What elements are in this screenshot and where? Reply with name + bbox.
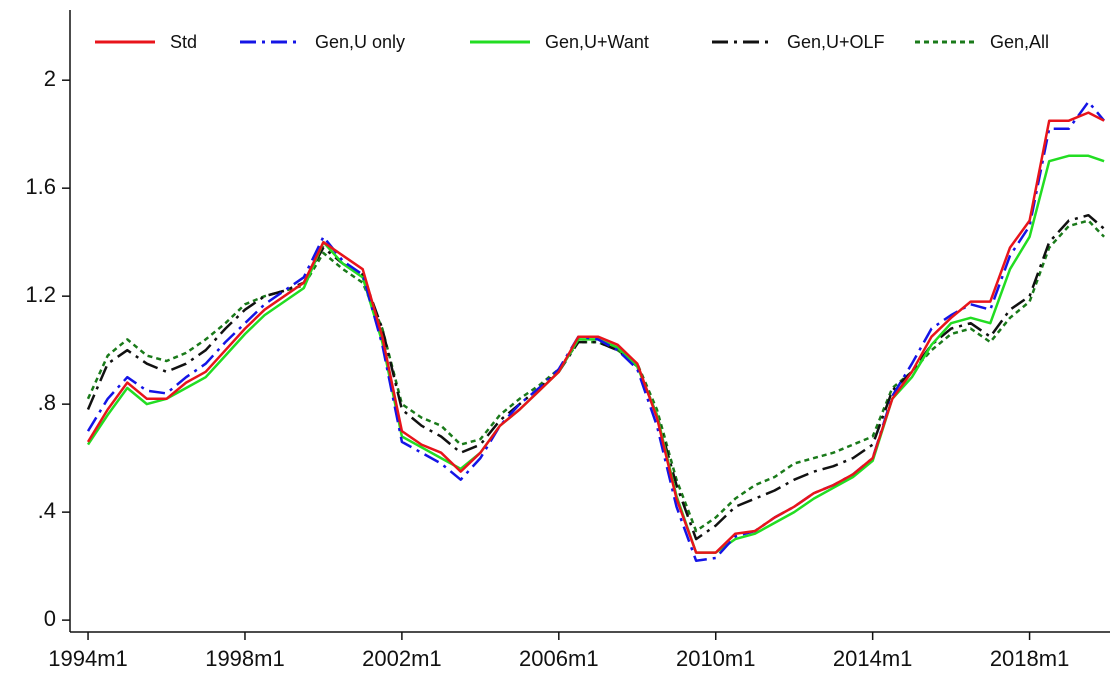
y-tick-label: 0 [44,606,56,631]
x-tick-label: 2002m1 [362,646,442,671]
x-tick-label: 2010m1 [676,646,756,671]
x-tick-label: 1998m1 [205,646,285,671]
legend-label: Gen,All [990,32,1049,52]
legend-label: Std [170,32,197,52]
y-tick-label: .4 [38,498,56,523]
series-line [86,219,1105,533]
series-line [86,154,1105,554]
y-tick-label: 2 [44,66,56,91]
y-tick-label: 1.2 [25,282,56,307]
series-line [86,213,1105,541]
series-line [86,111,1105,554]
x-tick-label: 2006m1 [519,646,599,671]
legend-label: Gen,U+OLF [787,32,885,52]
x-tick-label: 2018m1 [990,646,1070,671]
x-tick-label: 1994m1 [48,646,128,671]
y-tick-label: .8 [38,390,56,415]
legend-label: Gen,U only [315,32,405,52]
series-line [86,100,1106,562]
legend-label: Gen,U+Want [545,32,649,52]
x-tick-label: 2014m1 [833,646,913,671]
y-tick-label: 1.6 [25,174,56,199]
